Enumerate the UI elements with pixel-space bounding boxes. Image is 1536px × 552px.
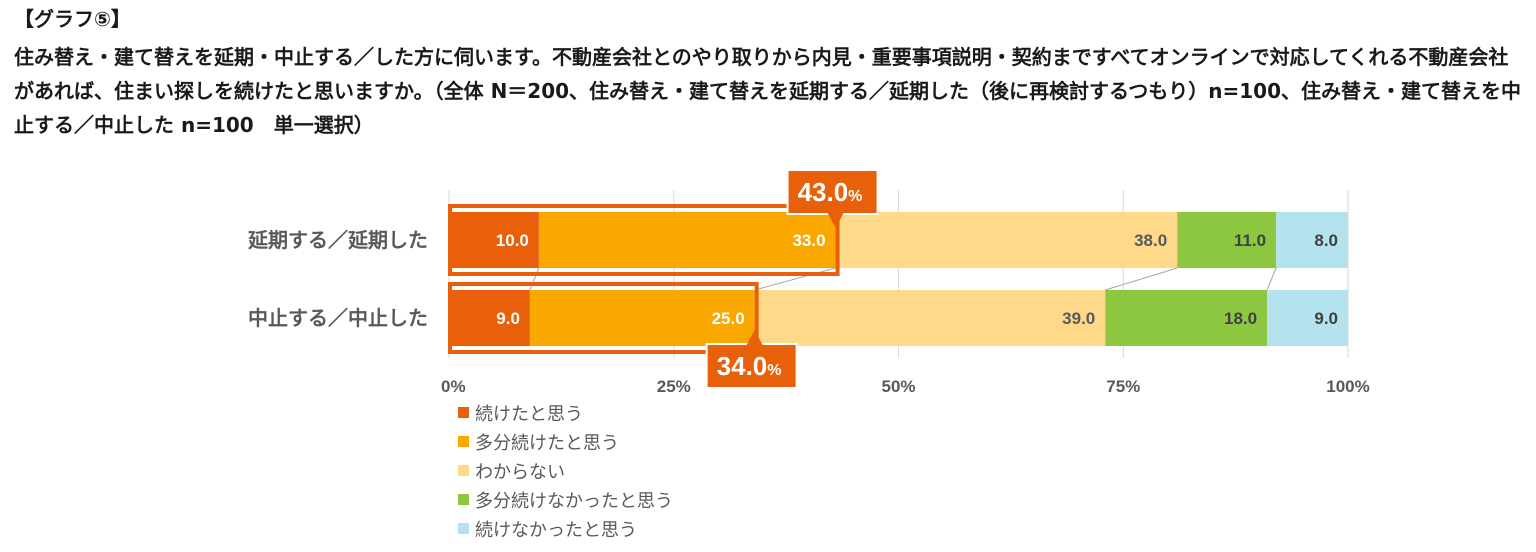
bar-segment bbox=[538, 212, 836, 268]
bar-segment bbox=[449, 212, 539, 268]
series-connector bbox=[1266, 267, 1277, 291]
series-connector bbox=[529, 267, 540, 291]
bar-segment bbox=[449, 290, 530, 346]
bar-segment bbox=[1267, 290, 1348, 346]
callout-value: 43.0% bbox=[798, 177, 863, 207]
bar-segment bbox=[1276, 212, 1348, 268]
legend-item: わからない bbox=[458, 456, 673, 485]
legend-swatch bbox=[458, 465, 469, 476]
legend-item: 続けなかったと思う bbox=[458, 514, 673, 543]
bar-segment bbox=[529, 290, 755, 346]
chart-legend: 続けたと思う多分続けたと思う わからない多分続けなかったと思う 続けなかったと思う bbox=[458, 398, 673, 543]
legend-label: 続けたと思う bbox=[475, 403, 583, 425]
callout-box bbox=[705, 343, 798, 389]
legend-swatch bbox=[458, 523, 469, 534]
x-tick-label: 0% bbox=[441, 377, 466, 396]
value-label: 9.0 bbox=[1314, 309, 1338, 328]
series-connector bbox=[754, 267, 836, 291]
category-label: 延期する／延期した bbox=[247, 228, 428, 252]
callout-unit: % bbox=[767, 362, 781, 379]
value-label: 39.0 bbox=[1062, 309, 1095, 328]
bar-segment bbox=[1105, 290, 1268, 346]
x-tick-label: 75% bbox=[1106, 377, 1140, 396]
callout-number: 43.0 bbox=[798, 177, 849, 207]
x-tick-label: 100% bbox=[1326, 377, 1369, 396]
value-label: 18.0 bbox=[1224, 309, 1257, 328]
value-label: 8.0 bbox=[1314, 231, 1338, 250]
callout-pointer bbox=[746, 330, 763, 345]
legend-label: 多分続けなかったと思う bbox=[475, 490, 673, 512]
highlight-outline bbox=[448, 282, 759, 354]
highlight-outline bbox=[448, 204, 840, 276]
legend-label: 続けなかったと思う bbox=[475, 519, 637, 541]
value-label: 25.0 bbox=[712, 309, 745, 328]
value-label: 10.0 bbox=[496, 231, 529, 250]
callout-pointer bbox=[827, 213, 844, 228]
legend-item: 続けたと思う bbox=[458, 398, 673, 427]
legend-swatch bbox=[458, 436, 469, 447]
value-label: 11.0 bbox=[1234, 231, 1266, 250]
legend-swatch bbox=[458, 494, 469, 505]
callout-unit: % bbox=[848, 188, 862, 205]
legend-label: 多分続けたと思う bbox=[475, 432, 619, 454]
category-label: 中止する／中止した bbox=[248, 306, 428, 330]
value-label: 38.0 bbox=[1134, 231, 1167, 250]
bar-segment bbox=[754, 290, 1106, 346]
bar-segment bbox=[1177, 212, 1277, 268]
bar-segment bbox=[835, 212, 1178, 268]
legend-item: 多分続けたと思う bbox=[458, 427, 673, 456]
legend-label: わからない bbox=[475, 461, 565, 483]
series-connector bbox=[1105, 267, 1178, 291]
x-tick-label: 50% bbox=[881, 377, 915, 396]
chart-heading: 【グラフ⑤】 bbox=[14, 7, 131, 31]
value-label: 33.0 bbox=[792, 231, 825, 250]
legend-item: 多分続けなかったと思う bbox=[458, 485, 673, 514]
callout-value: 34.0% bbox=[717, 351, 782, 381]
value-label: 9.0 bbox=[496, 309, 520, 328]
callout-number: 34.0 bbox=[717, 351, 768, 381]
legend-swatch bbox=[458, 407, 469, 418]
question-text: 住み替え・建て替えを延期・中止する／した方に伺います。不動産会社とのやり取りから… bbox=[14, 45, 1521, 137]
x-tick-label: 25% bbox=[657, 377, 691, 396]
